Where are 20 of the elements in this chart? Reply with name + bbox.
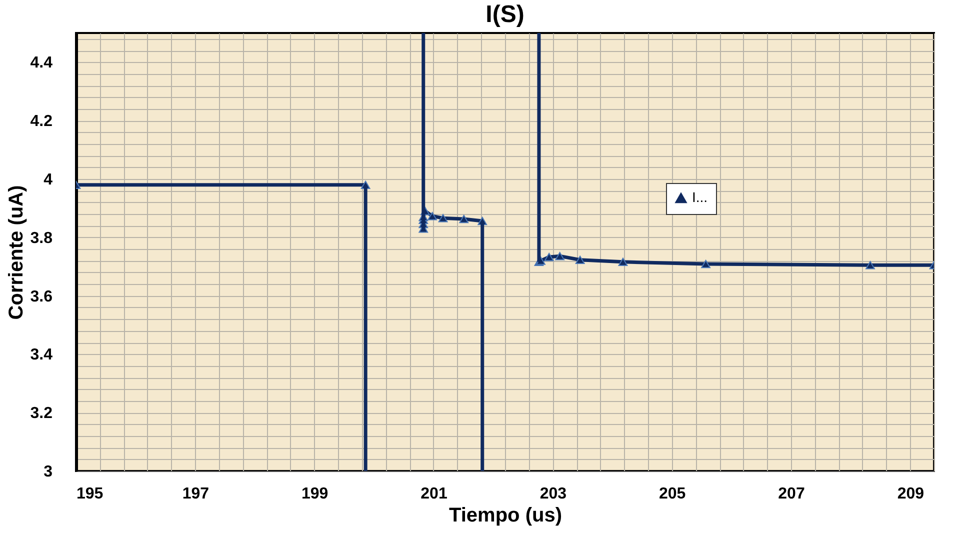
y-tick-label: 3.2 <box>30 405 53 422</box>
y-tick-label: 4.2 <box>30 113 53 130</box>
y-tick-label: 3.4 <box>30 346 53 364</box>
y-axis-title: Corriente (uA) <box>5 185 28 320</box>
y-tick-label: 3 <box>44 464 53 480</box>
x-tick-label: 209 <box>897 486 924 502</box>
y-tick-label: 3.6 <box>30 288 53 306</box>
x-tick-label: 203 <box>540 486 567 502</box>
x-tick-label: 207 <box>778 486 805 502</box>
legend-label: I... <box>692 189 708 205</box>
y-tick-label: 4.4 <box>30 54 53 72</box>
x-tick-label: 197 <box>182 486 210 502</box>
x-tick-label: 205 <box>658 486 686 502</box>
x-tick-label: 199 <box>301 486 328 502</box>
y-tick-label: 4 <box>44 172 53 188</box>
x-axis-title: Tiempo (us) <box>449 504 562 526</box>
x-tick-label: 201 <box>420 486 448 502</box>
chart-title: I(S) <box>486 0 524 28</box>
x-tick-label: 195 <box>76 486 104 502</box>
y-tick-label: 3.8 <box>30 230 53 247</box>
